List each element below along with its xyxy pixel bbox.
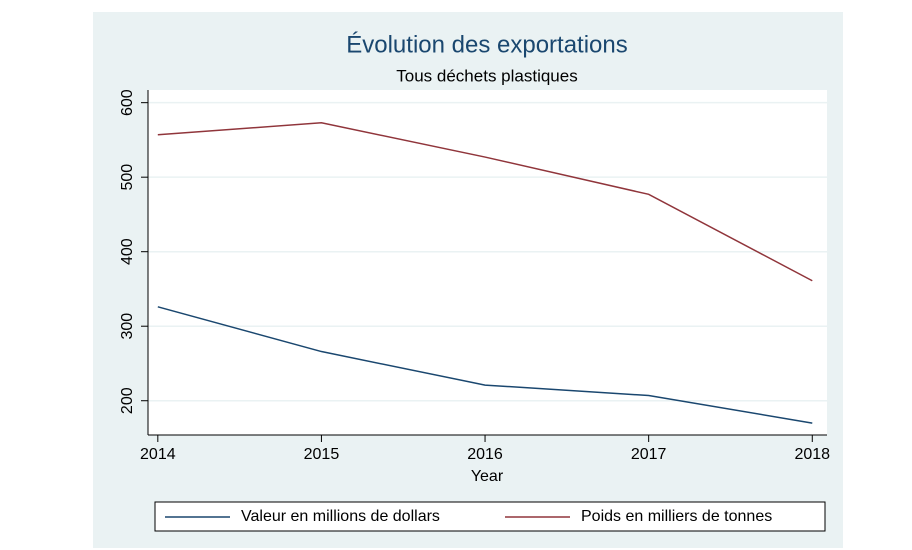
line-series xyxy=(157,306,813,424)
chart-subtitle: Tous déchets plastiques xyxy=(396,66,577,85)
x-tick-label: 2017 xyxy=(631,446,667,463)
x-tick-label: 2014 xyxy=(140,446,176,463)
x-axis-label: Year xyxy=(471,468,504,485)
legend-label: Valeur en millions de dollars xyxy=(241,508,440,525)
y-tick-label: 500 xyxy=(119,164,136,191)
chart-title: Évolution des exportations xyxy=(346,31,628,58)
x-tick-label: 2018 xyxy=(794,446,830,463)
line-series xyxy=(157,122,813,282)
plot-area xyxy=(148,90,827,435)
legend-label: Poids en milliers de tonnes xyxy=(581,508,772,525)
x-tick-label: 2015 xyxy=(304,446,340,463)
y-tick-label: 400 xyxy=(119,238,136,265)
y-tick-label: 600 xyxy=(119,89,136,116)
x-tick-label: 2016 xyxy=(467,446,503,463)
legend xyxy=(154,501,826,532)
y-tick-label: 200 xyxy=(119,387,136,414)
y-tick-label: 300 xyxy=(119,313,136,340)
